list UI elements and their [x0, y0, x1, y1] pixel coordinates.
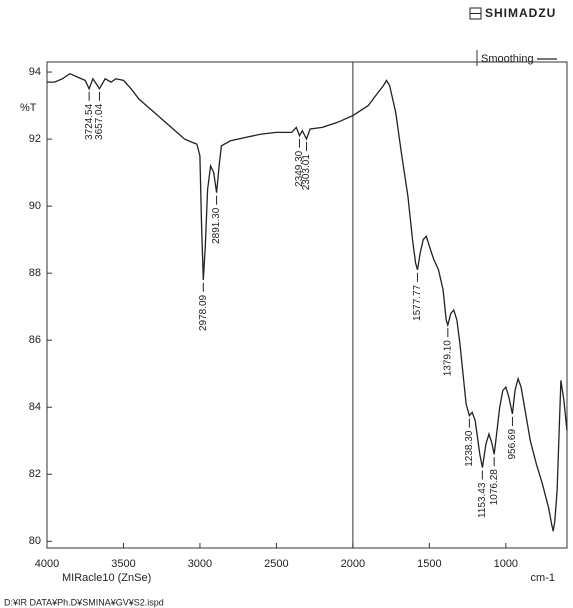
x-tick-label: 3000: [188, 558, 212, 570]
x-tick-label: 1000: [494, 558, 518, 570]
peak-label: 956.69: [507, 429, 518, 460]
x-axis-sublabel: MIRacle10 (ZnSe): [62, 572, 151, 584]
peak-label: 1238.30: [464, 430, 475, 467]
spectrum-line: [47, 72, 568, 532]
y-tick-label: 92: [29, 133, 41, 145]
y-tick-label: 82: [29, 468, 41, 480]
y-tick-label: 80: [29, 535, 41, 547]
peak-label: 1153.43: [477, 482, 488, 518]
x-tick-label: 1500: [417, 558, 441, 570]
y-axis-label: %T: [20, 102, 37, 114]
peak-label: 3657.04: [94, 103, 105, 140]
x-axis-label: cm-1: [531, 572, 555, 584]
plot-frame: [46, 61, 568, 549]
y-tick-label: 94: [29, 66, 41, 78]
x-tick-label: 2500: [264, 558, 288, 570]
y-tick-label: 86: [29, 334, 41, 346]
peak-label: 2978.09: [198, 294, 209, 331]
x-tick-label: 2000: [341, 558, 365, 570]
peak-label: 2891.30: [211, 207, 222, 244]
legend-label: Smoothing: [481, 53, 534, 65]
x-tick-label: 3500: [111, 558, 135, 570]
footer: D:¥IR DATA¥Ph.D¥SMINA¥GV¥S2.ispd: [4, 597, 164, 607]
peak-label: 2349.30: [294, 150, 305, 187]
x-tick-label: 4000: [35, 558, 59, 570]
y-tick-label: 84: [29, 401, 41, 413]
y-tick-label: 90: [29, 200, 41, 212]
peak-label: 1577.77: [412, 284, 423, 321]
peak-label: 3724.54: [84, 103, 95, 140]
brand: SHIMADZU: [485, 6, 556, 20]
peak-label: 1379.10: [442, 340, 453, 377]
peak-label: 2303.01: [301, 154, 312, 191]
y-tick-label: 88: [29, 267, 41, 279]
peak-label: 1076.28: [489, 469, 500, 506]
